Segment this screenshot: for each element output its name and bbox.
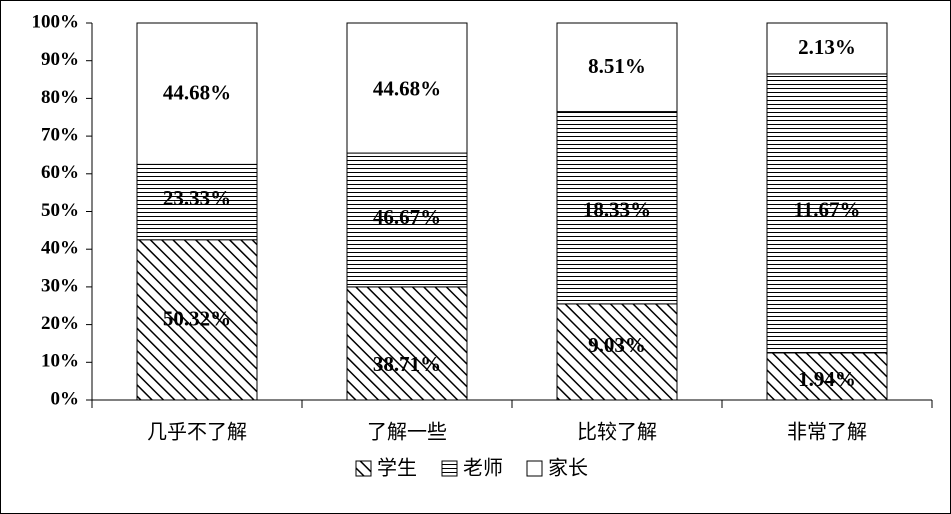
y-tick-label: 50%	[41, 200, 79, 221]
y-tick-label: 0%	[51, 388, 80, 409]
y-tick-label: 10%	[41, 351, 79, 372]
y-tick-label: 70%	[41, 124, 79, 145]
data-label: 8.51%	[588, 54, 646, 78]
category-label: 了解一些	[367, 420, 447, 444]
bar-segment-blank-2	[556, 22, 678, 113]
data-label: 44.68%	[373, 77, 441, 101]
data-label: 1.94%	[798, 367, 856, 391]
legend-label: 老师	[463, 456, 503, 480]
bar-segment-blank-3	[766, 22, 888, 75]
y-tick-label: 30%	[41, 275, 79, 296]
bar-segment-diagonal-hatch-0	[136, 239, 258, 401]
data-label: 11.67%	[793, 197, 860, 221]
legend-label: 学生	[377, 456, 417, 480]
category-label: 非常了解	[787, 420, 867, 444]
bar-segment-diagonal-hatch-1	[346, 286, 468, 401]
category-label: 比较了解	[577, 420, 657, 444]
bar-segment-blank-0	[136, 22, 258, 165]
category-label: 几乎不了解	[147, 420, 247, 444]
legend-label: 家长	[548, 456, 588, 480]
data-label: 44.68%	[163, 80, 231, 104]
y-tick-label: 40%	[41, 238, 79, 259]
bar-segment-horizontal-lines-2	[556, 111, 678, 305]
bar-segment-diagonal-hatch-3	[766, 352, 888, 401]
data-label: 46.67%	[373, 205, 441, 229]
data-label: 23.33%	[163, 186, 231, 210]
data-label: 38.71%	[373, 352, 441, 376]
y-tick-label: 80%	[41, 87, 79, 108]
y-tick-label: 60%	[41, 162, 79, 183]
bar-segment-horizontal-lines-1	[346, 152, 468, 288]
data-label: 2.13%	[798, 35, 856, 59]
data-label: 18.33%	[583, 197, 651, 221]
data-label: 9.03%	[588, 333, 646, 357]
data-label: 50.32%	[163, 307, 231, 331]
legend-swatch	[441, 460, 458, 477]
legend-swatch	[526, 460, 543, 477]
bar-segment-horizontal-lines-3	[766, 73, 888, 354]
y-tick-label: 90%	[41, 49, 79, 70]
y-tick-label: 100%	[32, 11, 80, 32]
bar-segment-blank-1	[346, 22, 468, 154]
legend-swatch	[355, 460, 372, 477]
y-tick-label: 20%	[41, 313, 79, 334]
